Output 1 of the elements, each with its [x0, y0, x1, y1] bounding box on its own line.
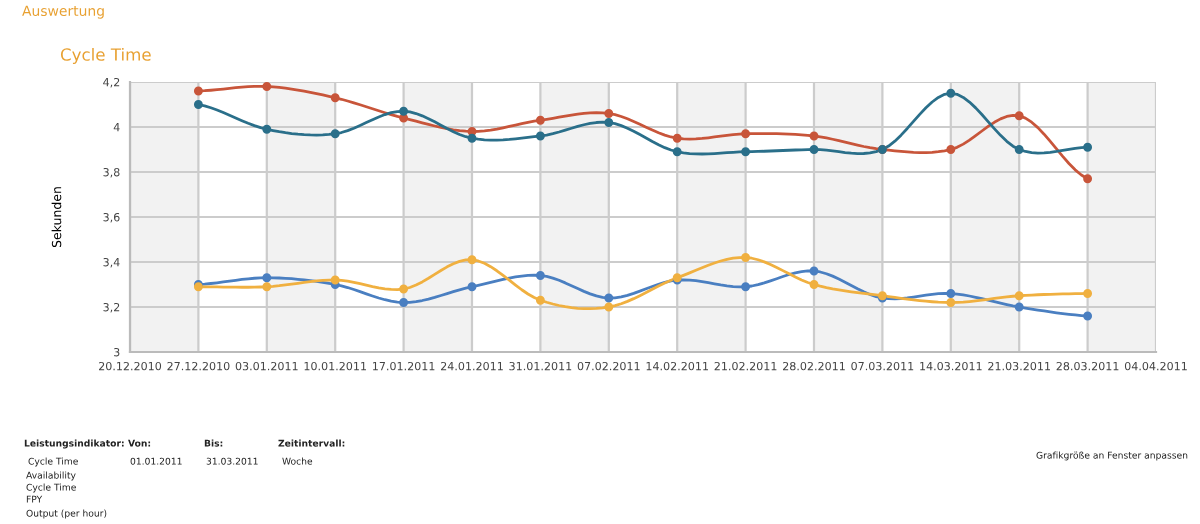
chart-subtitle: Cycle Time	[60, 47, 151, 65]
